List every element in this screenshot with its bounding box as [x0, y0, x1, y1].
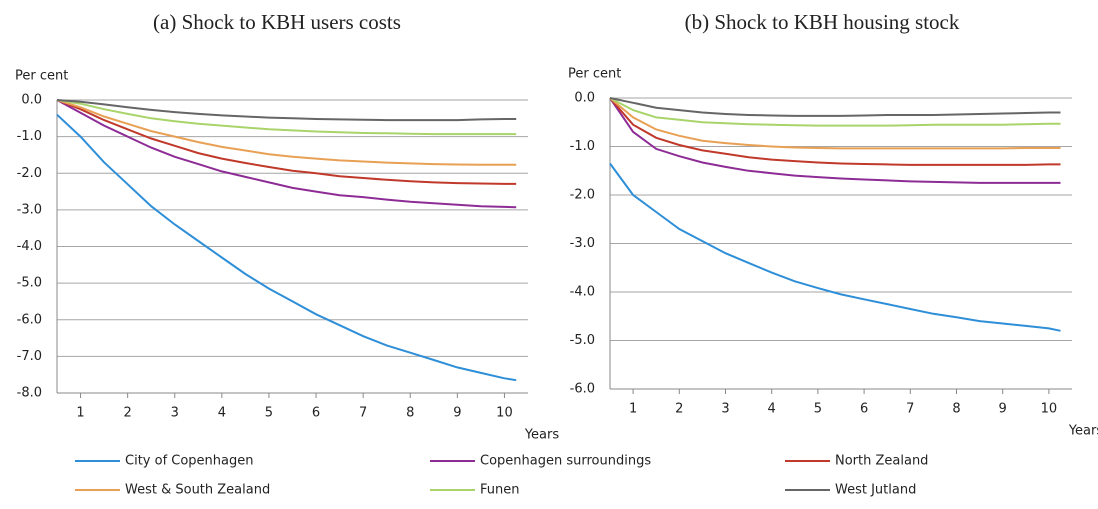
- series-line: [609, 97, 1061, 184]
- y-tick-label: -3.0: [17, 202, 42, 217]
- series-line: [56, 99, 517, 209]
- series-line: [609, 97, 1061, 117]
- y-tick-label: -7.0: [17, 349, 42, 364]
- y-tick-label: -4.0: [570, 285, 595, 300]
- y-tick-label: -4.0: [17, 239, 42, 254]
- legend-label: City of Copenhagen: [125, 454, 254, 469]
- chart-title: (a) Shock to KBH users costs: [153, 10, 401, 34]
- x-tick-label: 7: [906, 402, 914, 417]
- series-line: [609, 97, 1061, 150]
- x-tick-label: 6: [860, 402, 868, 417]
- y-tick-label: -5.0: [17, 276, 42, 291]
- x-tick-label: 9: [999, 402, 1007, 417]
- x-tick-label: 7: [359, 406, 367, 421]
- y-tick-label: 0.0: [574, 91, 595, 106]
- legend-label: North Zealand: [835, 454, 928, 469]
- series-line: [56, 99, 517, 122]
- x-tick-label: 3: [721, 402, 729, 417]
- x-tick-label: 10: [496, 406, 513, 421]
- x-tick-label: 2: [124, 406, 132, 421]
- legend-label: Copenhagen surroundings: [480, 454, 651, 469]
- y-axis-label: Per cent: [15, 69, 68, 84]
- legend-label: West Jutland: [835, 483, 916, 498]
- x-tick-label: 5: [265, 406, 273, 421]
- series-line: [56, 99, 517, 185]
- y-tick-label: -2.0: [17, 166, 42, 181]
- x-tick-label: 10: [1041, 402, 1058, 417]
- x-tick-label: 8: [952, 402, 960, 417]
- x-tick-label: 4: [768, 402, 776, 417]
- x-tick-label: 8: [406, 406, 414, 421]
- x-tick-label: 4: [218, 406, 226, 421]
- series-line: [56, 113, 517, 382]
- x-tick-label: 1: [629, 402, 637, 417]
- x-tick-label: 5: [814, 402, 822, 417]
- series-line: [609, 97, 1061, 166]
- x-tick-label: 2: [675, 402, 683, 417]
- series-line: [609, 97, 1061, 127]
- y-tick-label: -5.0: [570, 333, 595, 348]
- y-tick-label: 0.0: [21, 93, 42, 108]
- series-line: [56, 99, 517, 166]
- legend-label: Funen: [480, 483, 519, 498]
- y-tick-label: -6.0: [570, 382, 595, 397]
- chart-title: (b) Shock to KBH housing stock: [685, 10, 960, 34]
- x-axis-label: Years: [524, 428, 560, 443]
- x-tick-label: 6: [312, 406, 320, 421]
- x-tick-label: 3: [171, 406, 179, 421]
- x-tick-label: 1: [76, 406, 84, 421]
- x-tick-label: 9: [453, 406, 461, 421]
- legend-label: West & South Zealand: [125, 483, 270, 498]
- y-tick-label: -2.0: [570, 188, 595, 203]
- y-tick-label: -6.0: [17, 312, 42, 327]
- x-axis-label: Years: [1068, 424, 1098, 439]
- y-tick-label: -1.0: [570, 139, 595, 154]
- y-tick-label: -3.0: [570, 236, 595, 251]
- y-axis-label: Per cent: [568, 67, 621, 82]
- y-tick-label: -1.0: [17, 129, 42, 144]
- series-line: [56, 99, 517, 136]
- y-tick-label: -8.0: [17, 386, 42, 401]
- series-line: [609, 162, 1061, 332]
